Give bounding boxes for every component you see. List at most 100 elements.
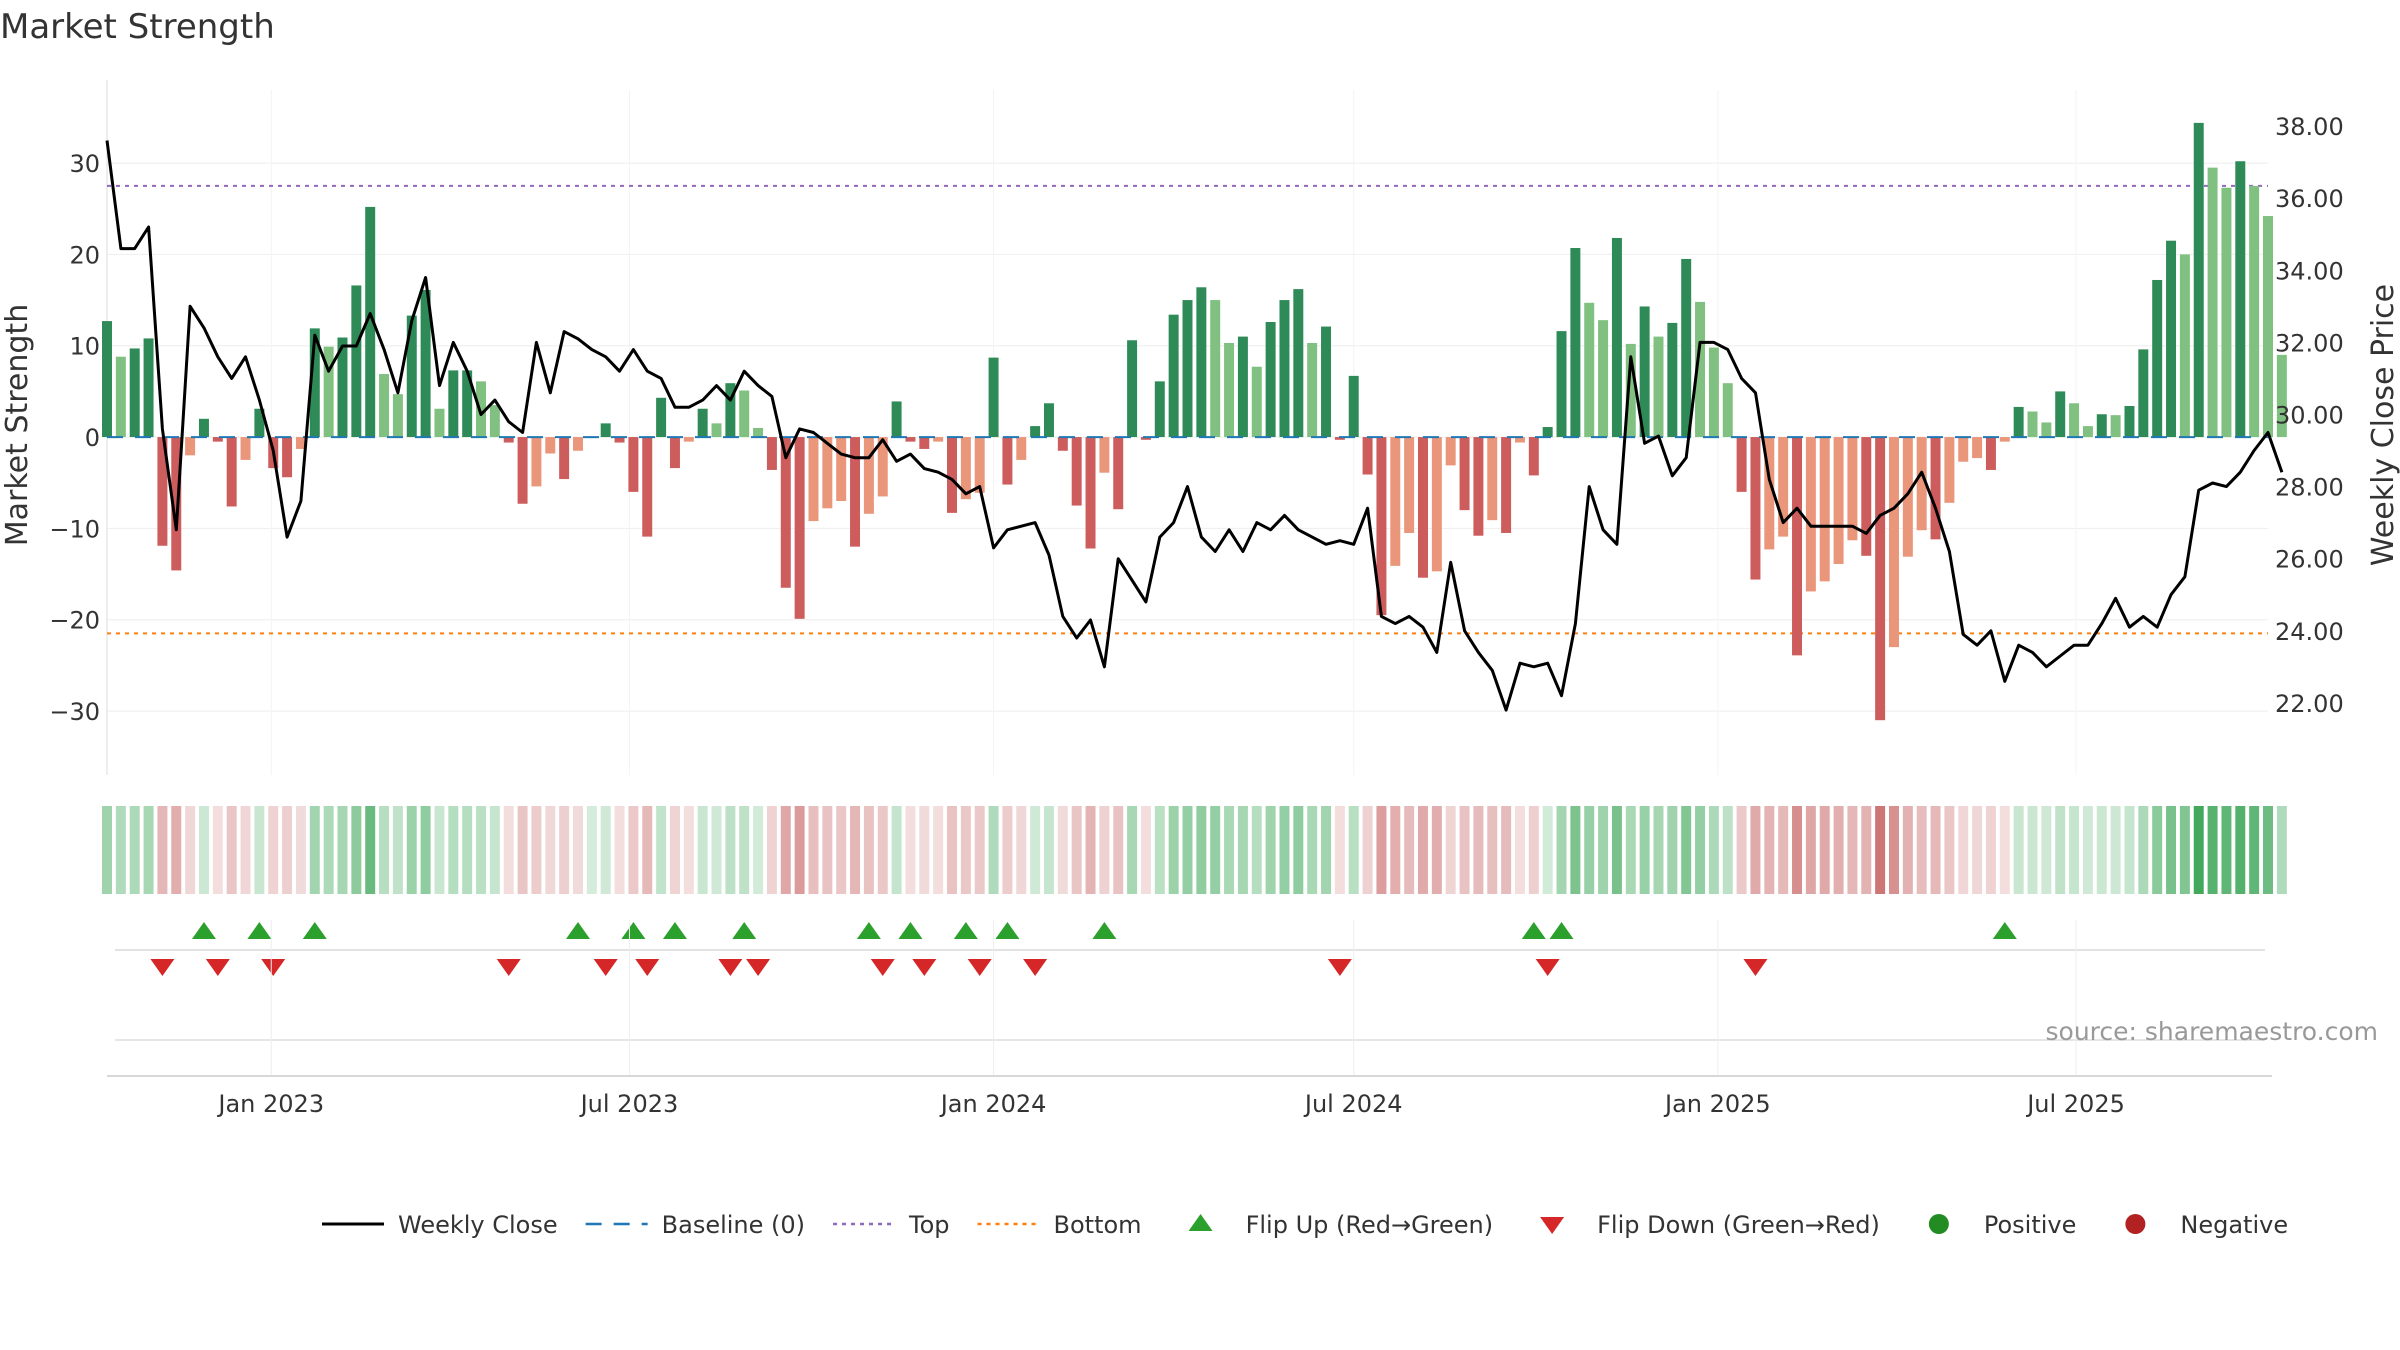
strength-bar (1376, 437, 1387, 616)
ribbon-cell (1888, 806, 1899, 894)
strength-bar (157, 437, 168, 546)
ribbon-cell (1930, 806, 1941, 894)
ribbon-cell (1043, 806, 1054, 894)
ribbon-cell (808, 806, 819, 894)
ribbon-cell (2013, 806, 2024, 894)
y2-axis-title: Weekly Close Price (2366, 284, 2400, 566)
ribbon-cell (933, 806, 944, 894)
ribbon-cell (365, 806, 376, 894)
y2-tick-label: 30.00 (2275, 401, 2344, 429)
strength-bar (1528, 437, 1539, 476)
strength-bar (226, 437, 237, 507)
ribbon-cell (1293, 806, 1304, 894)
strength-bar (102, 321, 112, 438)
strength-bar (683, 437, 694, 442)
strength-bar (2096, 414, 2107, 438)
strength-bar (448, 370, 459, 438)
flip-down-marker (1743, 959, 1768, 976)
ribbon-cell (392, 806, 403, 894)
y2-tick-label: 36.00 (2275, 185, 2344, 213)
flip-up-marker (247, 922, 272, 939)
strength-bar (1168, 314, 1179, 438)
ribbon-cell (1154, 806, 1165, 894)
ribbon-cell (1944, 806, 1955, 894)
ribbon-cell (600, 806, 611, 894)
strength-bar (1916, 437, 1927, 531)
x-tick-label: Jul 2025 (2025, 1090, 2125, 1118)
strength-bar (1805, 437, 1816, 592)
ribbon-cell (628, 806, 639, 894)
strength-bar (1861, 437, 1872, 556)
strength-bar (198, 418, 209, 438)
ribbon-cell (476, 806, 487, 894)
strength-bar (1334, 437, 1345, 440)
strength-bar (171, 437, 182, 571)
ribbon-cell (1002, 806, 1013, 894)
strength-bar (1030, 426, 1041, 438)
ribbon-cell (1611, 806, 1622, 894)
strength-bar (2263, 216, 2273, 438)
strength-bar (753, 427, 764, 438)
ribbon-cell (905, 806, 916, 894)
strength-bar (1085, 437, 1096, 549)
strength-bar (1404, 437, 1415, 533)
ribbon-cell (1514, 806, 1525, 894)
ribbon-cell (1625, 806, 1636, 894)
strength-bar (365, 206, 376, 438)
strength-bar (143, 338, 154, 438)
strength-bar (2249, 185, 2260, 438)
source-note: source: sharemaestro.com (2046, 1017, 2379, 1046)
strength-bar (462, 370, 473, 438)
legend: Weekly Close Baseline (0) Top Bottom Flip Up… (322, 1211, 2288, 1239)
ribbon-cell (1321, 806, 1332, 894)
legend-item-baseline: Baseline (0) (585, 1211, 805, 1239)
strength-bar (2041, 422, 2052, 438)
ribbon-cell (2179, 806, 2190, 894)
ribbon-cell (614, 806, 625, 894)
flip-up-marker (1549, 922, 1574, 939)
ribbon-cell (309, 806, 320, 894)
ribbon-cell (1030, 806, 1041, 894)
ribbon-cell (517, 806, 528, 894)
strength-bar (1542, 427, 1553, 438)
ribbon-cell (1265, 806, 1276, 894)
ribbon-cell (1792, 806, 1802, 894)
strength-bar (1888, 437, 1899, 648)
strength-bar (1598, 320, 1609, 438)
flip-down-marker (746, 959, 771, 976)
strength-bar (1418, 437, 1428, 578)
strength-bar (1487, 437, 1498, 521)
strength-bar (1279, 300, 1290, 438)
strength-bar (573, 437, 583, 451)
strength-bar (919, 437, 930, 449)
strength-bar (1265, 321, 1276, 438)
flip-markers (115, 922, 2265, 976)
ribbon-cell (2110, 806, 2121, 894)
ribbon-cell (2235, 806, 2246, 894)
strength-bar (2152, 279, 2163, 438)
ribbon-cell (891, 806, 902, 894)
ribbon-cell (1653, 806, 1664, 894)
flip-up-marker (995, 922, 1020, 939)
strength-bar (1570, 248, 1581, 438)
strength-bar (1113, 437, 1124, 510)
strength-bar (2055, 391, 2066, 438)
ribbon-cell (1764, 806, 1775, 894)
flip-down-marker (1535, 959, 1560, 976)
legend-swatch-flip-down (1540, 1217, 1565, 1234)
strength-bar (115, 356, 126, 438)
flip-up-marker (856, 922, 881, 939)
ribbon-cell (1279, 806, 1290, 894)
ribbon-cell (185, 806, 196, 894)
ribbon-cell (960, 806, 971, 894)
strength-bar (406, 315, 417, 438)
ribbon-cell (2249, 806, 2260, 894)
strength-bar (1251, 366, 1262, 438)
ribbon-cell (794, 806, 805, 894)
strength-bar (2013, 406, 2024, 438)
flip-up-marker (1521, 922, 1546, 939)
ribbon-cell (434, 806, 445, 894)
ribbon-cell (129, 806, 140, 894)
strength-bar (1833, 437, 1844, 565)
strength-bar (1043, 403, 1054, 438)
